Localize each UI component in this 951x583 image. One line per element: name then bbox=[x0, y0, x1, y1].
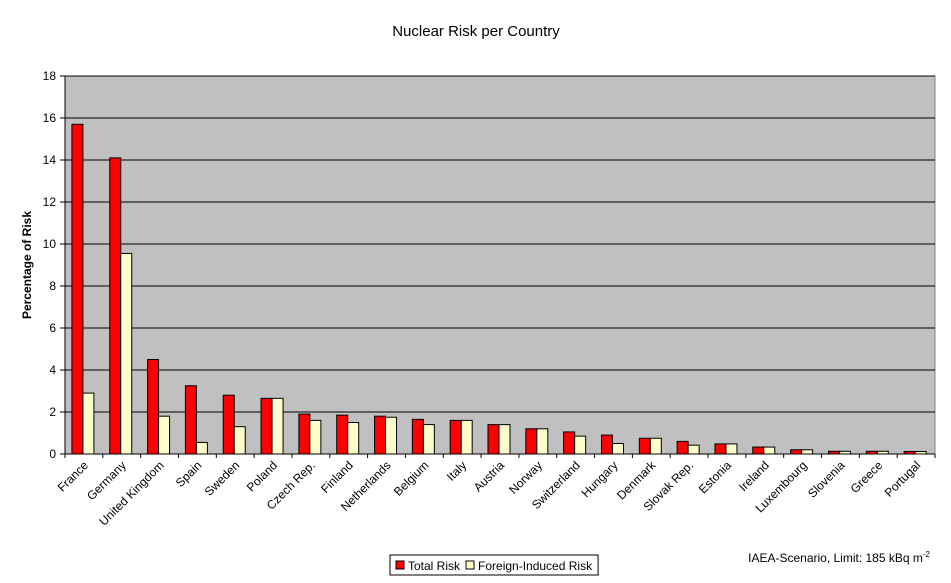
y-tick-label: 2 bbox=[49, 405, 56, 419]
bar-foreign-induced-risk bbox=[233, 426, 246, 455]
bar-total-risk bbox=[184, 385, 197, 455]
legend-label: Total Risk bbox=[408, 559, 461, 573]
bar-foreign-induced-risk bbox=[687, 444, 700, 455]
chart-title: Nuclear Risk per Country bbox=[392, 23, 560, 40]
bar-foreign-induced-risk bbox=[120, 252, 133, 455]
bar-total-risk bbox=[790, 449, 803, 455]
y-tick-label: 12 bbox=[43, 195, 57, 209]
bar-total-risk bbox=[222, 394, 235, 455]
bar-foreign-induced-risk bbox=[271, 397, 284, 455]
y-tick-label: 8 bbox=[49, 279, 56, 293]
bar-foreign-induced-risk bbox=[498, 424, 511, 455]
bar-total-risk bbox=[336, 414, 349, 455]
legend-box bbox=[389, 554, 599, 576]
y-tick-label: 4 bbox=[49, 363, 56, 377]
bar-foreign-induced-risk bbox=[460, 419, 473, 455]
bar-foreign-induced-risk bbox=[763, 446, 776, 455]
category-label: Greece bbox=[848, 458, 886, 496]
bar-foreign-induced-risk bbox=[422, 424, 435, 455]
bar-foreign-induced-risk bbox=[801, 449, 814, 455]
bar-foreign-induced-risk bbox=[347, 422, 360, 455]
y-tick-label: 16 bbox=[43, 111, 57, 125]
category-label: Italy bbox=[444, 458, 469, 483]
bar-total-risk bbox=[411, 418, 424, 455]
bar-foreign-induced-risk bbox=[309, 419, 322, 455]
annotation-text: IAEA-Scenario, Limit: 185 kBq m bbox=[748, 551, 923, 565]
category-label: Austria bbox=[471, 458, 508, 495]
bar-foreign-induced-risk bbox=[649, 437, 662, 455]
scenario-annotation: IAEA-Scenario, Limit: 185 kBq m-2 bbox=[748, 550, 930, 565]
category-label: Estonia bbox=[696, 458, 734, 496]
bar-foreign-induced-risk bbox=[82, 392, 95, 455]
bar-total-risk bbox=[752, 446, 765, 455]
y-axis-label: Percentage of Risk bbox=[20, 211, 34, 319]
bar-total-risk bbox=[525, 428, 538, 455]
bar-total-risk bbox=[260, 397, 273, 455]
bar-total-risk bbox=[374, 415, 387, 455]
legend-swatch bbox=[465, 560, 475, 570]
category-label: Ireland bbox=[736, 458, 772, 494]
plot-background bbox=[64, 75, 936, 455]
bar-total-risk bbox=[298, 413, 311, 455]
category-label: Portugal bbox=[882, 458, 924, 500]
bar-total-risk bbox=[147, 359, 160, 455]
bar-total-risk bbox=[449, 419, 462, 455]
y-tick-label: 14 bbox=[43, 153, 57, 167]
bar-total-risk bbox=[71, 123, 84, 455]
bar-total-risk bbox=[714, 443, 727, 455]
category-label: Slovenia bbox=[805, 458, 848, 501]
bar-total-risk bbox=[109, 157, 122, 455]
y-tick-label: 10 bbox=[43, 237, 57, 251]
category-label: Belgium bbox=[391, 458, 432, 499]
bar-foreign-induced-risk bbox=[195, 441, 208, 455]
category-label: Finland bbox=[318, 458, 356, 496]
annotation-superscript: -2 bbox=[923, 550, 931, 559]
bar-total-risk bbox=[487, 424, 500, 455]
category-label: Spain bbox=[173, 458, 205, 490]
bar-total-risk bbox=[563, 431, 576, 455]
bar-total-risk bbox=[600, 434, 613, 455]
legend-label: Foreign-Induced Risk bbox=[478, 559, 593, 573]
category-label: Poland bbox=[244, 458, 280, 494]
legend-swatch bbox=[395, 560, 405, 570]
bar-foreign-induced-risk bbox=[536, 428, 549, 455]
category-label: United Kingdom bbox=[96, 458, 166, 528]
y-tick-label: 18 bbox=[43, 69, 57, 83]
bar-total-risk bbox=[676, 440, 689, 455]
bar-foreign-induced-risk bbox=[158, 415, 171, 455]
y-tick-label: 0 bbox=[49, 447, 56, 461]
bar-foreign-induced-risk bbox=[611, 443, 624, 455]
legend: Total Risk Foreign-Induced Risk bbox=[389, 554, 599, 576]
category-label: Sweden bbox=[202, 458, 243, 499]
bar-foreign-induced-risk bbox=[725, 443, 738, 455]
bar-total-risk bbox=[638, 437, 651, 455]
category-label: France bbox=[55, 458, 92, 495]
y-tick-label: 6 bbox=[49, 321, 56, 335]
bar-foreign-induced-risk bbox=[574, 435, 587, 455]
bar-foreign-induced-risk bbox=[385, 416, 398, 455]
